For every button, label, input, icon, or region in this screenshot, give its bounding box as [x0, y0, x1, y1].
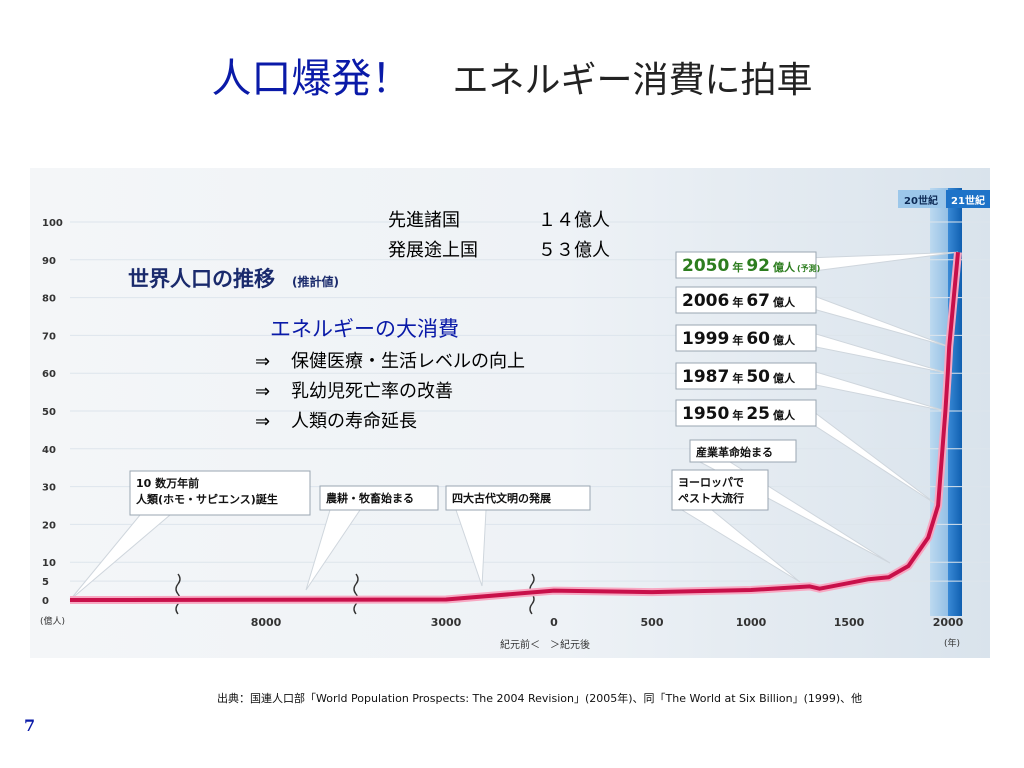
y-tick-label: 70	[42, 331, 56, 342]
bullet-item: ⇒ 人類の寿命延長	[255, 407, 525, 437]
event-label: 産業革命始まる	[696, 445, 773, 459]
event-label: 四大古代文明の発展	[452, 491, 552, 505]
x-tick-label: 2000	[933, 616, 964, 629]
y-tick-label: 40	[42, 445, 56, 456]
callout-text: 2050 年 92 億人 (予測)	[682, 256, 820, 276]
arrow-icon: ⇒	[255, 411, 271, 432]
event-box	[689, 439, 797, 463]
callout-box	[675, 324, 817, 352]
y-axis-unit: (億人)	[40, 615, 65, 627]
arrow-icon: ⇒	[255, 381, 271, 402]
y-tick-label: 30	[42, 483, 56, 494]
y-tick-label: 50	[42, 407, 56, 418]
y-tick-label: 80	[42, 294, 56, 305]
title-main: 人口爆発！	[211, 56, 412, 102]
y-tick-label: 0	[42, 596, 49, 607]
callout-box	[675, 399, 817, 427]
slide-title: 人口爆発！ エネルギー消費に拍車	[0, 46, 1024, 104]
event-label: 農耕・牧畜始まる	[326, 491, 414, 505]
callout-box	[675, 251, 817, 279]
y-tick-label: 60	[42, 369, 56, 380]
callout-text: 1950 年 25 億人	[682, 404, 796, 424]
y-tick-label: 10	[42, 558, 56, 569]
chart-title: 世界人口の推移	[128, 267, 275, 291]
bullet-text: 人類の寿命延長	[291, 411, 417, 432]
chart-title-note: (推計値)	[292, 274, 339, 289]
event-label: ヨーロッパで	[678, 476, 744, 489]
axis-break-mark	[175, 573, 181, 615]
bullet-item: ⇒ 乳幼児死亡率の改善	[255, 377, 525, 407]
event-box	[319, 485, 439, 511]
arrow-icon: ⇒	[255, 351, 271, 372]
series-line-population	[69, 252, 960, 602]
callout-text: 1999 年 60 億人	[682, 329, 796, 349]
era-label-20c-box	[898, 190, 944, 208]
event-label: 人類(ホモ・サピエンス)誕生	[136, 492, 278, 506]
developing-label: 発展途上国	[388, 240, 478, 261]
population-split-note: 先進諸国 １４億人 発展途上国 ５３億人	[388, 206, 610, 266]
event-label: 10 数万年前	[136, 476, 199, 490]
callout-box	[675, 286, 817, 314]
y-tick-label: 20	[42, 520, 56, 531]
developing-row: 発展途上国 ５３億人	[388, 236, 610, 266]
event-box	[671, 469, 769, 511]
chart-background	[30, 168, 990, 658]
developing-value: ５３億人	[538, 240, 610, 261]
bullet-item: ⇒ 保健医療・生活レベルの向上	[255, 347, 525, 377]
x-tick-label: 1000	[736, 616, 767, 629]
y-tick-label: 100	[42, 218, 63, 229]
y-tick-label: 90	[42, 256, 56, 267]
callout-text: 1987 年 50 億人	[682, 367, 796, 387]
energy-bullets: ⇒ 保健医療・生活レベルの向上 ⇒ 乳幼児死亡率の改善 ⇒ 人類の寿命延長	[255, 347, 525, 437]
developed-label: 先進諸国	[388, 210, 460, 231]
x-axis-note: 紀元前＜ ＞紀元後	[500, 638, 590, 651]
page-number: 7	[24, 716, 36, 735]
callout-text: 2006 年 67 億人	[682, 291, 796, 311]
x-axis-unit: (年)	[944, 637, 960, 649]
event-box	[129, 470, 311, 516]
title-subtitle: エネルギー消費に拍車	[452, 60, 813, 101]
y-tick-label: 5	[42, 577, 49, 588]
era-label-21c: 21世紀	[951, 194, 985, 207]
bullet-text: 保健医療・生活レベルの向上	[291, 351, 525, 372]
developed-value: １４億人	[538, 210, 610, 231]
x-tick-label: 500	[641, 616, 664, 629]
x-tick-label: 8000	[251, 616, 282, 629]
source-citation: 出典：国連人口部「World Population Prospects: The…	[217, 692, 863, 705]
developed-row: 先進諸国 １４億人	[388, 206, 610, 236]
x-tick-label: 3000	[431, 616, 462, 629]
callout-box	[675, 362, 817, 390]
axis-break-mark	[353, 573, 359, 615]
era-label-21c-box	[946, 190, 990, 208]
bullet-text: 乳幼児死亡率の改善	[291, 381, 453, 402]
x-tick-label: 0	[550, 616, 558, 629]
event-label: ペスト大流行	[678, 491, 744, 505]
energy-heading: エネルギーの大消費	[270, 317, 459, 341]
event-box	[445, 485, 591, 511]
era-label-20c: 20世紀	[904, 194, 938, 207]
x-tick-label: 1500	[834, 616, 865, 629]
